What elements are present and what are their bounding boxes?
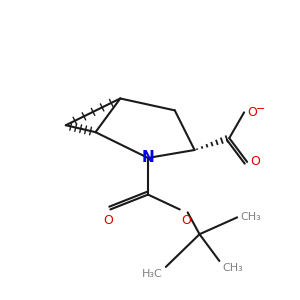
Text: CH₃: CH₃ (240, 212, 261, 222)
Text: O: O (250, 155, 260, 168)
Text: CH₃: CH₃ (222, 263, 243, 273)
Text: O: O (247, 106, 257, 119)
Text: N: N (142, 150, 154, 165)
Text: −: − (256, 104, 266, 114)
Text: H₃C: H₃C (142, 269, 163, 279)
Text: O: O (182, 214, 192, 227)
Text: O: O (103, 214, 113, 227)
